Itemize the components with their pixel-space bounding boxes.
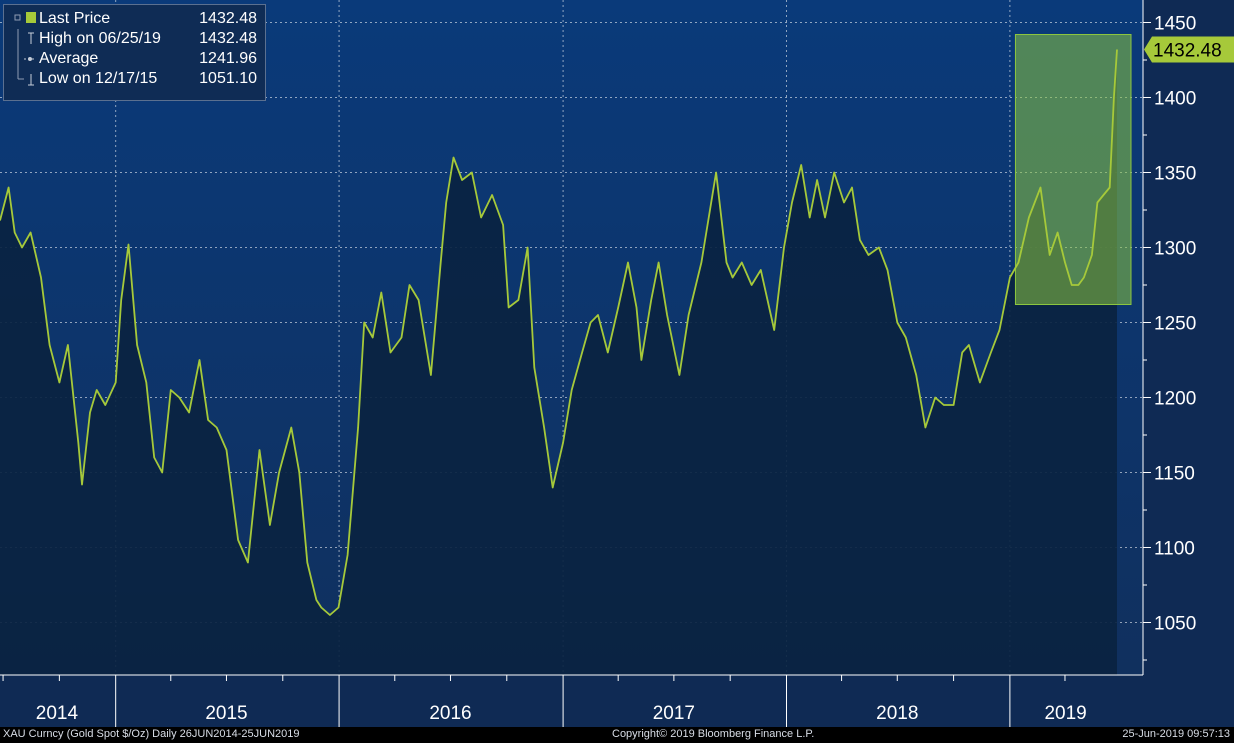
y-tick-label: 1100: [1154, 539, 1195, 560]
series-line-last-price: [0, 49, 1118, 616]
y-tick-label: 1350: [1154, 164, 1196, 185]
last-price-tag-group: 1432.48: [1144, 36, 1234, 63]
x-year-label: 2014: [36, 703, 79, 724]
legend-row-low: Low on 12/17/15 1051.10: [4, 69, 265, 89]
last-price-tag: 1432.48: [1144, 36, 1234, 63]
legend-row-average: Average 1241.96: [4, 49, 265, 69]
y-tick-label: 1200: [1154, 389, 1196, 410]
axes: 1050 1100 1150 1200 1250 1300 1350 1400 1450 2014…: [0, 0, 1196, 727]
footer-timestamp: 25-Jun-2019 09:57:13: [1122, 728, 1230, 740]
legend-value: 1051.10: [199, 70, 257, 87]
y-tick-label: 1150: [1154, 464, 1195, 485]
legend-low-marker-icon: [14, 69, 36, 89]
x-year-label: 2017: [653, 703, 695, 724]
y-axis-panel: [1143, 0, 1234, 675]
legend-high-marker-icon: [14, 29, 36, 49]
footer-copyright: Copyright© 2019 Bloomberg Finance L.P.: [612, 728, 815, 740]
last-price-tag-bg: [1144, 36, 1234, 63]
legend-row-high: High on 06/25/19 1432.48: [4, 29, 265, 49]
legend-label: Average: [39, 50, 99, 67]
highlight-box: [1014, 34, 1132, 305]
legend-value: 1432.48: [199, 30, 257, 47]
x-year-label: 2015: [205, 703, 247, 724]
x-axis-panel: [0, 675, 1234, 727]
legend-label: Last Price: [39, 10, 111, 27]
area-under-line: [0, 49, 1117, 675]
highlight-region: [1014, 34, 1132, 305]
legend-label: High on 06/25/19: [39, 30, 161, 47]
last-price-tag-label: 1432.48: [1153, 41, 1222, 62]
x-year-label: 2016: [429, 703, 471, 724]
legend-value: 1241.96: [199, 50, 257, 67]
x-year-label: 2018: [876, 703, 918, 724]
series-line-layer: [0, 49, 1118, 616]
legend-square-icon: [14, 9, 37, 29]
footer-security-description: XAU Curncy (Gold Spot $/Oz) Daily 26JUN2…: [3, 728, 300, 740]
legend-label: Low on 12/17/15: [39, 70, 158, 87]
y-tick-label: 1250: [1154, 314, 1196, 335]
legend-value: 1432.48: [199, 10, 257, 27]
y-tick-label: 1050: [1154, 614, 1196, 635]
legend-average-marker-icon: [14, 49, 36, 69]
area-fill: [0, 49, 1117, 675]
y-tick-label: 1400: [1154, 89, 1196, 110]
x-year-label: 2019: [1044, 703, 1086, 724]
footer-bar: XAU Curncy (Gold Spot $/Oz) Daily 26JUN2…: [0, 727, 1234, 743]
legend-row-last-price: Last Price 1432.48: [4, 9, 265, 29]
y-tick-label: 1300: [1154, 239, 1196, 260]
chart-legend: Last Price 1432.48 High on 06/25/19 1432…: [3, 4, 266, 101]
y-tick-label: 1450: [1154, 14, 1196, 35]
